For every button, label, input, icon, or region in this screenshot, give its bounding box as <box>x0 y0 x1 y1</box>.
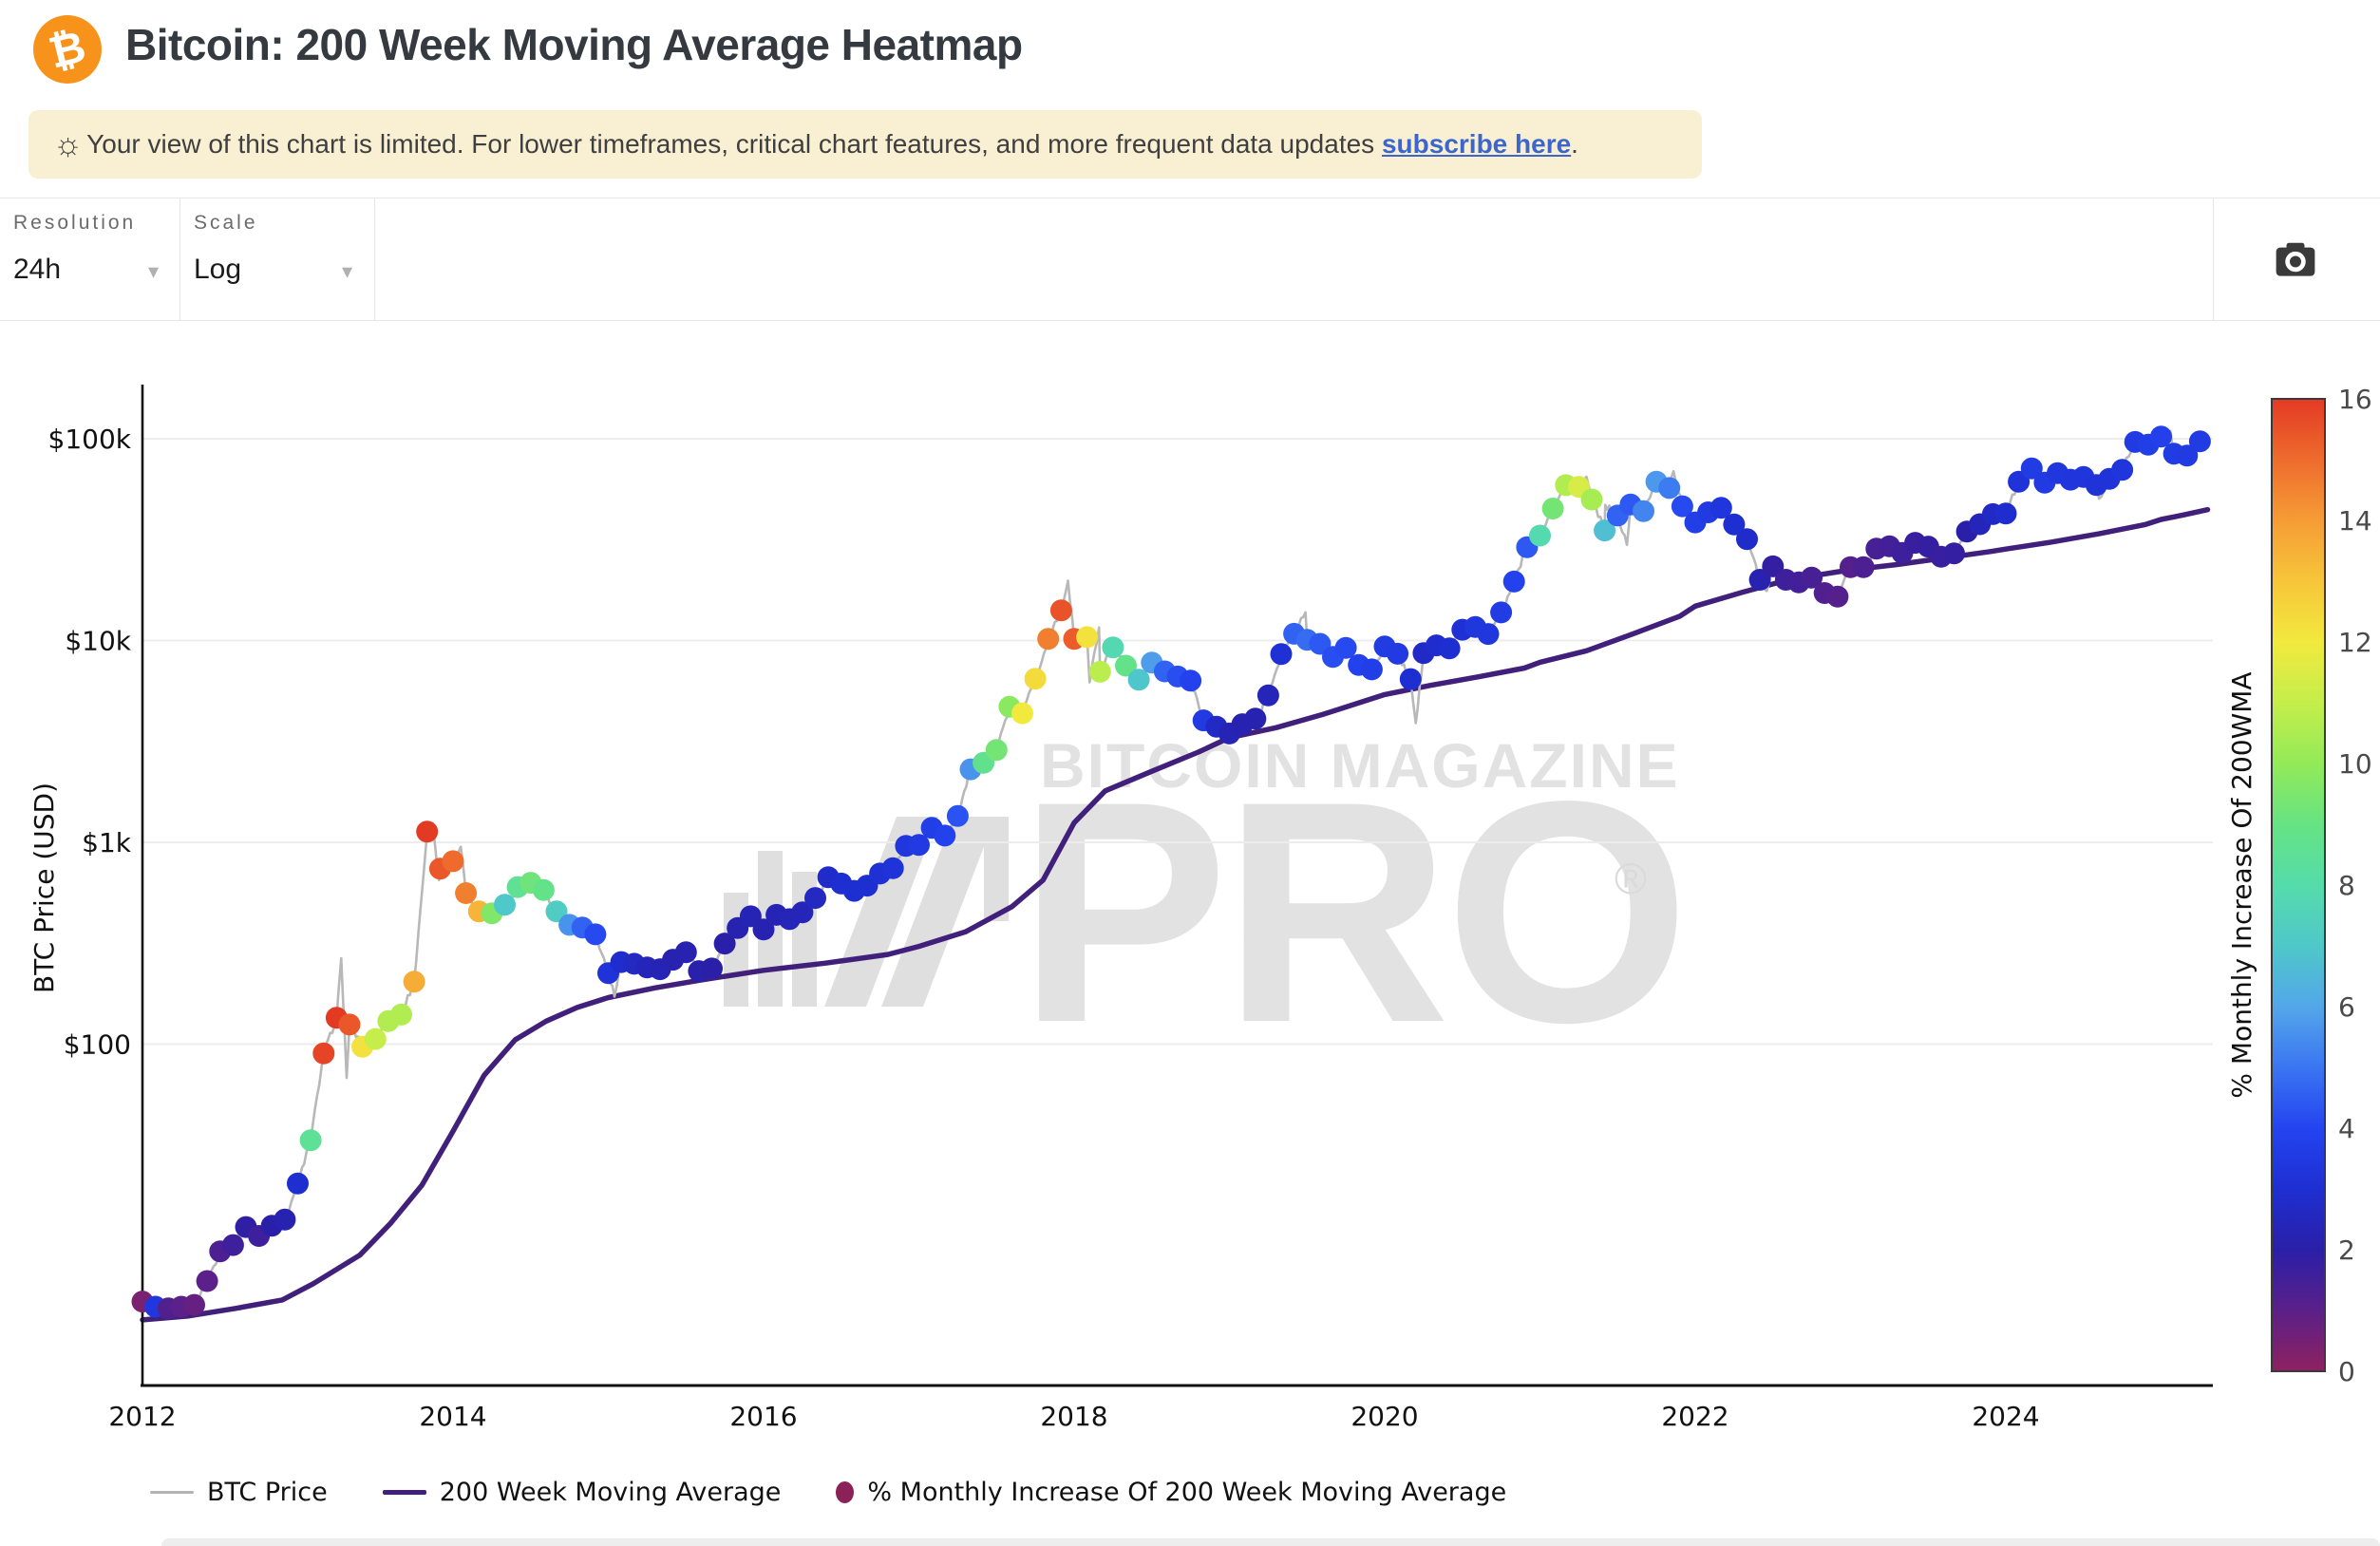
legend-label: 200 Week Moving Average <box>439 1478 782 1507</box>
scale-value: Log <box>194 254 242 285</box>
legend-item-200wma[interactable]: 200 Week Moving Average <box>382 1478 782 1507</box>
bitcoin-icon: ₿ <box>33 15 102 84</box>
svg-text:$100: $100 <box>64 1029 131 1061</box>
chart-toolbar: Resolution 24h ▾ Scale Log ▾ <box>0 198 2380 321</box>
footer-strip <box>161 1538 2380 1546</box>
svg-text:BTC Price (USD): BTC Price (USD) <box>28 782 60 993</box>
watermark-text-pro: PRO <box>1018 736 1690 1088</box>
camera-icon <box>2276 242 2315 276</box>
watermark-text-line1: BITCOIN MAGAZINE <box>1040 730 1680 801</box>
page-title: Bitcoin: 200 Week Moving Average Heatmap <box>125 20 1023 69</box>
line-swatch-icon <box>150 1491 194 1494</box>
legend-label: BTC Price <box>207 1478 328 1507</box>
svg-text:2024: 2024 <box>1972 1401 2039 1432</box>
svg-text:10: 10 <box>2338 748 2372 780</box>
chevron-down-icon: ▾ <box>148 259 160 283</box>
svg-text:2012: 2012 <box>108 1401 176 1432</box>
limited-view-banner: ☼ Your view of this chart is limited. Fo… <box>28 110 1702 179</box>
svg-text:12: 12 <box>2338 627 2372 658</box>
banner-text: Your view of this chart is limited. For … <box>86 129 1578 159</box>
legend-label: % Monthly Increase Of 200 Week Moving Av… <box>867 1478 1507 1507</box>
svg-text:14: 14 <box>2338 505 2372 537</box>
svg-text:% Monthly Increase Of 200WMA: % Monthly Increase Of 200WMA <box>2226 671 2257 1098</box>
legend-item-btc-price[interactable]: BTC Price <box>150 1478 328 1507</box>
svg-text:$1k: $1k <box>82 827 132 858</box>
legend-item-monthly-increase[interactable]: % Monthly Increase Of 200 Week Moving Av… <box>836 1478 1506 1507</box>
resolution-value: 24h <box>13 254 62 285</box>
svg-text:2: 2 <box>2338 1235 2355 1266</box>
resolution-select[interactable]: Resolution 24h ▾ <box>0 198 180 320</box>
svg-text:4: 4 <box>2338 1113 2355 1144</box>
svg-text:16: 16 <box>2338 384 2372 415</box>
toolbar-divider <box>2213 198 2214 320</box>
bitcoin-symbol: ₿ <box>44 21 91 78</box>
svg-text:2016: 2016 <box>729 1401 797 1432</box>
line-swatch-icon <box>382 1490 426 1495</box>
svg-text:6: 6 <box>2338 991 2355 1023</box>
svg-text:2014: 2014 <box>419 1401 486 1432</box>
svg-text:$100k: $100k <box>48 424 132 455</box>
svg-text:2020: 2020 <box>1351 1401 1418 1432</box>
scale-label: Scale <box>194 212 258 234</box>
sun-icon: ☼ <box>53 125 84 162</box>
svg-text:2018: 2018 <box>1040 1401 1107 1432</box>
registered-mark-icon: ® <box>1615 854 1647 903</box>
svg-text:2022: 2022 <box>1661 1401 1728 1432</box>
chevron-down-icon: ▾ <box>342 259 353 283</box>
resolution-label: Resolution <box>13 212 137 234</box>
subscribe-link[interactable]: subscribe here <box>1381 129 1572 159</box>
page-header: ₿ Bitcoin: 200 Week Moving Average Heatm… <box>0 0 2380 104</box>
svg-text:$10k: $10k <box>65 626 131 657</box>
svg-text:8: 8 <box>2338 870 2355 901</box>
scale-select[interactable]: Scale Log ▾ <box>180 198 375 320</box>
dot-swatch-icon <box>836 1481 855 1503</box>
screenshot-button[interactable] <box>2270 238 2321 280</box>
svg-text:0: 0 <box>2338 1356 2355 1387</box>
chart-legend: BTC Price 200 Week Moving Average % Mont… <box>150 1478 1506 1507</box>
